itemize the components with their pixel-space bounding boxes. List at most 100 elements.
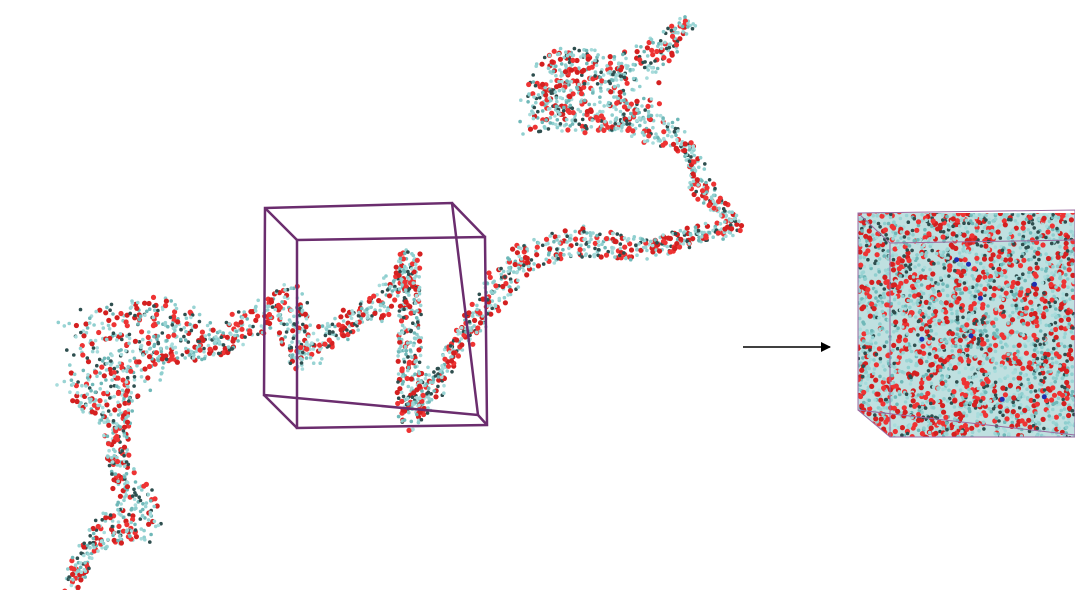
atom xyxy=(279,317,283,321)
atom xyxy=(509,280,513,284)
atom xyxy=(1035,262,1039,266)
atom xyxy=(683,130,687,134)
atom xyxy=(165,339,169,343)
atom xyxy=(635,108,639,112)
atom xyxy=(670,135,674,139)
atom xyxy=(381,290,385,294)
atom xyxy=(113,435,118,440)
atom xyxy=(541,121,545,125)
atom xyxy=(587,103,591,107)
atom xyxy=(411,395,415,399)
atom xyxy=(327,344,331,348)
atom xyxy=(647,115,651,119)
atom xyxy=(100,418,104,422)
atom xyxy=(413,310,417,314)
atom xyxy=(930,225,934,229)
atom xyxy=(149,513,153,517)
atom xyxy=(276,314,280,318)
atom xyxy=(218,330,222,334)
atom xyxy=(637,242,641,246)
atom xyxy=(517,285,521,289)
atom xyxy=(1038,372,1042,376)
atom xyxy=(982,287,987,292)
atom xyxy=(1052,393,1057,398)
atom xyxy=(406,397,410,401)
atom xyxy=(653,136,657,140)
atom xyxy=(883,368,887,372)
atom xyxy=(1024,306,1029,311)
atom xyxy=(655,114,659,118)
atom xyxy=(555,105,559,109)
atom xyxy=(928,352,932,356)
atom xyxy=(704,235,709,240)
atom xyxy=(111,460,115,464)
atom xyxy=(307,335,311,339)
atom xyxy=(1053,380,1057,384)
atom xyxy=(666,27,670,31)
atom xyxy=(305,356,309,360)
atom xyxy=(378,309,382,313)
atom xyxy=(117,530,121,534)
atom xyxy=(256,333,260,337)
atom xyxy=(112,531,116,535)
atom xyxy=(1035,402,1040,407)
atom xyxy=(96,350,100,354)
atom xyxy=(496,308,501,313)
atom xyxy=(139,346,143,350)
atom xyxy=(392,279,396,283)
atom xyxy=(396,380,400,384)
atom xyxy=(144,505,148,509)
atom xyxy=(153,308,157,312)
atom xyxy=(122,425,127,430)
atom xyxy=(1032,226,1036,230)
atom xyxy=(472,318,477,323)
atom xyxy=(397,372,401,376)
atom xyxy=(969,426,974,431)
atom xyxy=(965,218,969,222)
atom xyxy=(873,367,877,371)
atom xyxy=(697,239,701,243)
atom xyxy=(681,25,685,29)
atom xyxy=(695,197,700,202)
atom xyxy=(614,108,618,112)
atom xyxy=(1048,220,1052,224)
atom xyxy=(350,317,354,321)
atom xyxy=(432,378,436,382)
atom xyxy=(624,57,628,61)
atom xyxy=(869,384,874,389)
atom xyxy=(83,568,87,572)
atom xyxy=(1061,297,1065,301)
atom xyxy=(589,238,593,242)
atom xyxy=(255,314,260,319)
atom xyxy=(174,325,178,329)
atom xyxy=(76,380,80,384)
atom xyxy=(1024,351,1029,356)
atom xyxy=(417,251,422,256)
atom xyxy=(891,343,896,348)
atom xyxy=(108,396,112,400)
atom xyxy=(859,422,864,427)
atom xyxy=(123,464,127,468)
atom xyxy=(386,288,390,292)
atom xyxy=(920,344,925,349)
atom xyxy=(598,95,602,99)
atom xyxy=(446,369,450,373)
atom xyxy=(251,325,255,329)
atom xyxy=(424,373,428,377)
atom xyxy=(883,227,888,232)
atom xyxy=(283,295,287,299)
atom xyxy=(145,350,149,354)
atom xyxy=(862,339,866,343)
atom xyxy=(345,328,349,332)
atom xyxy=(401,331,405,335)
atom xyxy=(117,520,121,524)
atom xyxy=(112,448,116,452)
atom xyxy=(280,300,284,304)
atom xyxy=(398,309,402,313)
atom xyxy=(596,53,600,57)
atom xyxy=(528,113,532,117)
atom xyxy=(1037,258,1041,262)
atom xyxy=(986,304,990,308)
atom xyxy=(599,78,604,83)
atom xyxy=(619,74,623,78)
